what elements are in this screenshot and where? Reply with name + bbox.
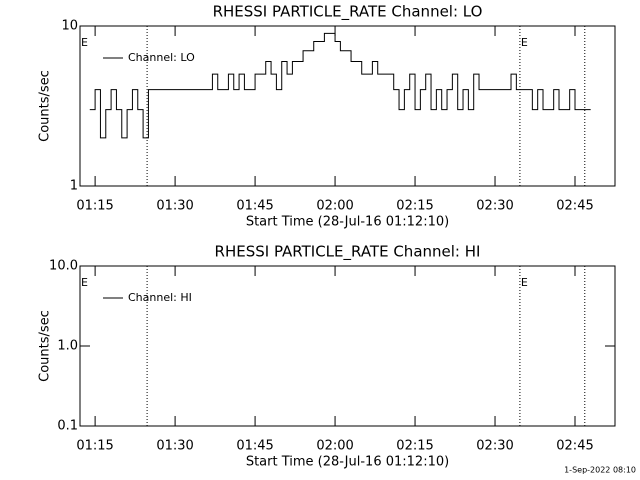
x-axis-label: Start Time (28-Jul-16 01:12:10) [246, 215, 449, 230]
x-tick-label: 02:30 [476, 199, 513, 214]
x-tick-label: 02:30 [476, 439, 513, 454]
x-tick-label: 01:45 [236, 439, 273, 454]
plot-frame [79, 265, 616, 427]
annotation: E [521, 276, 528, 289]
y-tick-label: 10.0 [49, 259, 78, 274]
x-tick-label: 01:15 [76, 199, 113, 214]
x-tick-label: 02:15 [396, 439, 433, 454]
y-axis-label: Counts/sec [38, 310, 53, 382]
x-tick-label: 02:15 [396, 199, 433, 214]
y-tick-label: 1.0 [57, 339, 78, 354]
x-tick-label: 01:30 [156, 199, 193, 214]
x-tick-label: 01:45 [236, 199, 273, 214]
x-tick-label: 01:15 [76, 439, 113, 454]
x-axis-label: Start Time (28-Jul-16 01:12:10) [246, 455, 449, 470]
annotation: E [521, 36, 528, 49]
chart-title: RHESSI PARTICLE_RATE Channel: LO [213, 3, 483, 22]
x-tick-label: 02:00 [316, 199, 353, 214]
footer: 1-Sep-2022 08:10 [564, 466, 636, 475]
x-tick-label: 01:30 [156, 439, 193, 454]
annotation: E [81, 276, 88, 289]
chart-title: RHESSI PARTICLE_RATE Channel: HI [215, 243, 481, 262]
plot-frame [79, 25, 616, 187]
x-tick-label: 02:45 [556, 439, 593, 454]
x-tick-label: 02:00 [316, 439, 353, 454]
y-tick-label: 1 [70, 179, 78, 194]
y-tick-label: 0.1 [57, 419, 78, 434]
annotation: E [81, 36, 88, 49]
legend-label: Channel: LO [128, 51, 195, 64]
data-line [89, 32, 591, 139]
x-tick-label: 02:45 [556, 199, 593, 214]
y-tick-label: 10 [61, 19, 78, 34]
y-axis-label: Counts/sec [38, 70, 53, 142]
legend-label: Channel: HI [128, 291, 192, 304]
